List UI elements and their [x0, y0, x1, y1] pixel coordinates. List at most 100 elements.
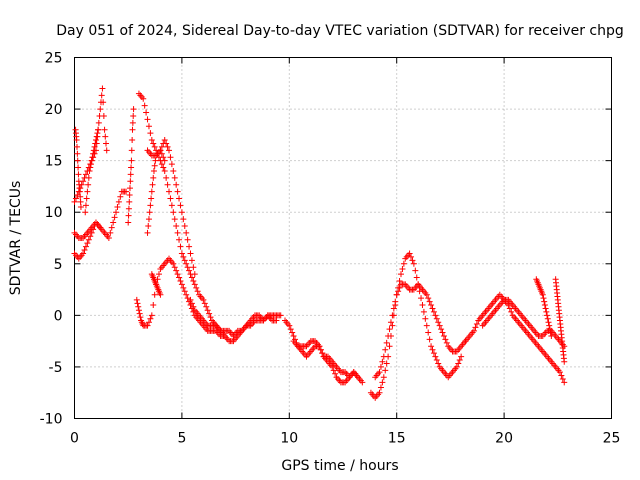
- data-point-interp: [176, 274, 183, 281]
- data-point: [410, 260, 417, 267]
- data-point-interp: [85, 174, 92, 181]
- data-point-interp: [147, 202, 154, 209]
- data-point: [428, 343, 435, 350]
- data-point-interp: [176, 195, 183, 202]
- data-point-interp: [377, 363, 384, 370]
- data-point-interp: [127, 171, 134, 178]
- x-axis-label: GPS time / hours: [281, 458, 398, 474]
- data-point: [561, 358, 568, 365]
- data-point-interp: [455, 360, 462, 367]
- data-point-interp: [125, 212, 132, 219]
- data-point: [105, 235, 112, 241]
- data-point-interp: [111, 214, 118, 221]
- data-point-interp: [91, 143, 98, 150]
- data-point-interp: [181, 222, 188, 229]
- data-point-interp: [543, 308, 550, 315]
- data-point-interp: [289, 329, 296, 336]
- data-points: [71, 85, 568, 401]
- data-point: [161, 137, 168, 144]
- data-point-interp: [108, 224, 115, 231]
- data-point: [539, 291, 546, 298]
- y-tick-label: -10: [40, 412, 63, 428]
- data-point: [458, 353, 465, 360]
- data-point-interp: [113, 209, 120, 216]
- data-point: [82, 209, 89, 216]
- data-point: [174, 271, 181, 278]
- data-point-interp: [186, 267, 193, 274]
- data-point-interp: [87, 161, 94, 168]
- data-point: [178, 281, 185, 288]
- data-point: [161, 157, 168, 164]
- data-point: [129, 126, 136, 133]
- x-tick-label: 5: [177, 431, 186, 447]
- data-point-interp: [171, 174, 178, 181]
- data-point-interp: [75, 171, 82, 178]
- data-point: [125, 219, 132, 226]
- data-point: [174, 229, 181, 236]
- x-tick-label: 20: [495, 431, 513, 447]
- data-point-interp: [206, 310, 213, 317]
- series-c: [71, 188, 130, 241]
- series-i: [144, 147, 168, 236]
- data-point: [187, 250, 194, 257]
- data-point-interp: [135, 303, 142, 310]
- data-point-interp: [386, 343, 393, 350]
- data-point: [99, 85, 106, 92]
- data-point-interp: [180, 216, 187, 223]
- data-point: [277, 312, 284, 319]
- data-point: [376, 389, 383, 396]
- data-point: [316, 343, 323, 350]
- data-point: [114, 204, 121, 211]
- tick-labels: 0 5 10 15 20 25 -10 -5 0 5 10 15 20 25: [40, 51, 621, 447]
- series-e: [82, 126, 102, 216]
- data-point-interp: [143, 109, 150, 116]
- data-point-interp: [145, 222, 152, 229]
- data-point-interp: [396, 277, 403, 284]
- data-point-interp: [151, 162, 158, 169]
- data-point: [92, 137, 99, 144]
- data-point-interp: [377, 384, 384, 391]
- data-point-interp: [163, 174, 170, 181]
- y-tick-label: 25: [45, 51, 63, 67]
- data-point-interp: [102, 133, 109, 140]
- data-point-interp: [544, 315, 551, 322]
- data-point: [97, 106, 104, 113]
- data-point-interp: [418, 295, 425, 302]
- grid: [74, 57, 612, 419]
- data-point-interp: [90, 150, 97, 157]
- data-point-interp: [107, 229, 114, 236]
- data-point-interp: [473, 320, 480, 327]
- data-point-interp: [545, 319, 552, 326]
- data-point-interp: [443, 339, 450, 346]
- data-point-interp: [81, 247, 88, 254]
- data-point-interp: [128, 164, 135, 171]
- data-point: [88, 157, 95, 164]
- data-point-interp: [87, 164, 94, 171]
- data-point: [423, 291, 430, 298]
- data-point-interp: [438, 326, 445, 333]
- data-point: [144, 229, 151, 236]
- data-point-interp: [115, 198, 122, 205]
- data-point-interp: [152, 157, 159, 164]
- series-h: [144, 137, 198, 278]
- plot-frame: [74, 57, 612, 419]
- data-point-interp: [155, 271, 162, 278]
- data-point: [191, 271, 198, 278]
- data-point: [178, 250, 185, 257]
- data-point-interp: [400, 260, 407, 267]
- data-point: [397, 271, 404, 278]
- data-point-interp: [151, 291, 158, 298]
- data-point-interp: [433, 315, 440, 322]
- data-point-interp: [387, 319, 394, 326]
- series-d: [71, 219, 104, 262]
- data-point-interp: [82, 243, 89, 250]
- data-point-interp: [392, 298, 399, 305]
- data-point-interp: [167, 195, 174, 202]
- data-point: [127, 178, 134, 185]
- data-point-interp: [409, 257, 416, 264]
- data-point-interp: [77, 198, 84, 205]
- data-point-interp: [158, 161, 165, 168]
- data-point-interp: [177, 277, 184, 284]
- data-point-interp: [442, 336, 449, 343]
- data-point: [273, 317, 280, 324]
